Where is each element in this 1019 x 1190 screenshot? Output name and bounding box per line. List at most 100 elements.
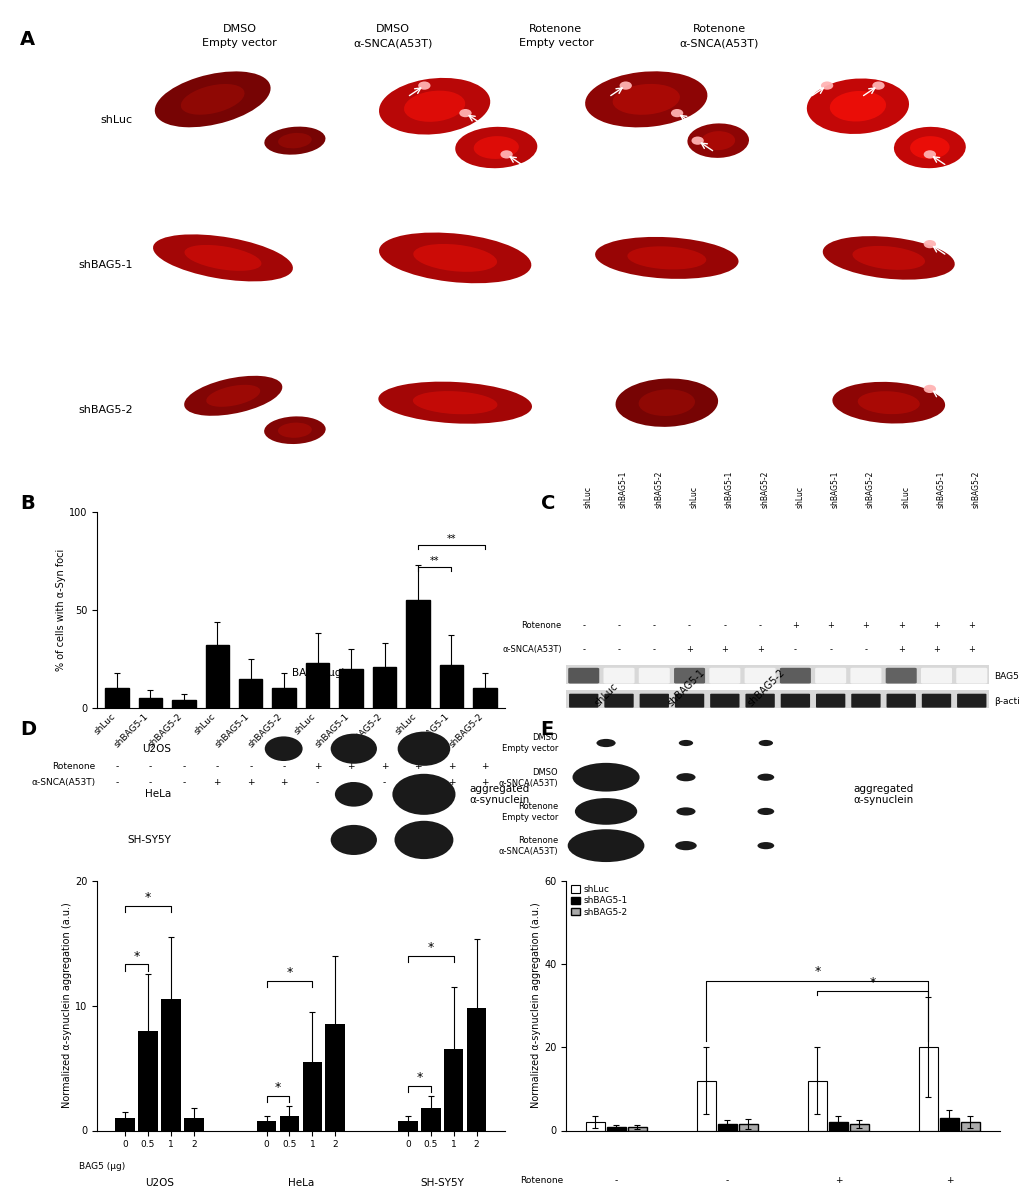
- Text: *: *: [869, 976, 875, 989]
- Text: +: +: [967, 621, 974, 630]
- Bar: [339, 669, 363, 708]
- Circle shape: [757, 843, 773, 850]
- Bar: [139, 699, 162, 708]
- Bar: [849, 1125, 868, 1130]
- Circle shape: [334, 782, 372, 807]
- Bar: [566, 665, 988, 684]
- Text: E: E: [540, 720, 553, 739]
- Ellipse shape: [378, 382, 532, 424]
- Ellipse shape: [264, 126, 325, 155]
- Text: HeLa: HeLa: [287, 1178, 314, 1188]
- Text: SH-SY5Y: SH-SY5Y: [127, 835, 171, 845]
- Circle shape: [619, 81, 631, 89]
- Text: -: -: [688, 621, 691, 630]
- Ellipse shape: [278, 133, 312, 149]
- Text: 2: 2: [420, 691, 427, 701]
- Text: -: -: [115, 763, 118, 771]
- Text: Rotenone: Rotenone: [529, 24, 582, 33]
- Circle shape: [691, 137, 703, 145]
- Ellipse shape: [829, 90, 886, 121]
- Circle shape: [568, 829, 644, 862]
- Text: *: *: [813, 965, 819, 978]
- Text: +: +: [347, 763, 355, 771]
- Text: α-SNCA(A53T): α-SNCA(A53T): [498, 778, 557, 788]
- Text: -: -: [758, 621, 761, 630]
- Text: -: -: [215, 763, 219, 771]
- Text: +: +: [213, 778, 221, 787]
- Text: +: +: [945, 1176, 952, 1185]
- FancyBboxPatch shape: [955, 668, 986, 683]
- Bar: [161, 1000, 180, 1130]
- Ellipse shape: [806, 79, 908, 134]
- Text: +: +: [380, 763, 388, 771]
- FancyBboxPatch shape: [674, 668, 704, 683]
- Text: -: -: [115, 778, 118, 787]
- Circle shape: [596, 739, 615, 747]
- Text: +: +: [897, 645, 904, 653]
- Text: shLuc: shLuc: [101, 115, 132, 125]
- Ellipse shape: [701, 131, 735, 150]
- Text: -: -: [793, 645, 796, 653]
- Ellipse shape: [614, 378, 717, 427]
- Text: U2OS: U2OS: [143, 744, 171, 753]
- Circle shape: [757, 774, 773, 781]
- Text: 0.5: 0.5: [275, 691, 291, 701]
- Legend: shLuc, shBAG5-1, shBAG5-2: shLuc, shBAG5-1, shBAG5-2: [570, 885, 627, 916]
- Text: DMSO: DMSO: [222, 24, 257, 33]
- Text: shBAG5-1: shBAG5-1: [664, 668, 706, 709]
- Text: shBAG5-1: shBAG5-1: [829, 470, 839, 508]
- FancyBboxPatch shape: [851, 694, 879, 708]
- Ellipse shape: [379, 77, 490, 134]
- Text: +: +: [314, 763, 321, 771]
- Text: +: +: [481, 763, 488, 771]
- Ellipse shape: [379, 232, 531, 283]
- Circle shape: [397, 732, 449, 766]
- Circle shape: [459, 109, 471, 118]
- FancyBboxPatch shape: [850, 668, 880, 683]
- Text: Rotenone: Rotenone: [521, 621, 561, 630]
- Text: +: +: [967, 645, 974, 653]
- Circle shape: [392, 774, 455, 815]
- Text: shBAG5-1: shBAG5-1: [725, 470, 733, 508]
- Text: -: -: [828, 645, 832, 653]
- Text: shBAG5-1: shBAG5-1: [619, 470, 628, 508]
- Text: -: -: [616, 645, 620, 653]
- Circle shape: [923, 150, 935, 158]
- FancyBboxPatch shape: [884, 668, 916, 683]
- Text: C: C: [540, 494, 554, 513]
- Text: +: +: [791, 621, 798, 630]
- Text: shBAG5-1: shBAG5-1: [414, 712, 451, 750]
- Circle shape: [923, 384, 935, 393]
- Text: shLuc: shLuc: [392, 712, 418, 737]
- Text: α-SNCA(A53T): α-SNCA(A53T): [679, 38, 758, 48]
- Text: +: +: [756, 645, 763, 653]
- Circle shape: [671, 109, 683, 118]
- Text: +: +: [447, 778, 454, 787]
- Text: 1: 1: [351, 691, 357, 701]
- FancyBboxPatch shape: [744, 668, 774, 683]
- FancyBboxPatch shape: [569, 694, 598, 708]
- Bar: [585, 1122, 604, 1130]
- Text: shBAG5-1: shBAG5-1: [313, 712, 351, 750]
- FancyBboxPatch shape: [956, 694, 985, 708]
- Bar: [938, 1119, 958, 1130]
- Text: shBAG5-1: shBAG5-1: [213, 712, 251, 750]
- FancyBboxPatch shape: [603, 668, 634, 683]
- Text: +: +: [686, 645, 692, 653]
- Bar: [960, 1122, 979, 1130]
- Text: +: +: [720, 645, 728, 653]
- Ellipse shape: [585, 71, 707, 127]
- Ellipse shape: [909, 136, 949, 159]
- Text: shBAG5-2: shBAG5-2: [77, 405, 132, 414]
- Ellipse shape: [627, 246, 705, 269]
- Bar: [566, 690, 988, 708]
- Text: shBAG5-2: shBAG5-2: [971, 470, 980, 508]
- Text: *: *: [275, 1082, 281, 1095]
- Text: -: -: [282, 763, 285, 771]
- Text: -: -: [182, 763, 185, 771]
- Text: -: -: [725, 1176, 729, 1185]
- FancyBboxPatch shape: [745, 694, 774, 708]
- Text: shLuc: shLuc: [592, 682, 619, 709]
- Text: DMSO: DMSO: [532, 733, 557, 743]
- Bar: [443, 1050, 463, 1130]
